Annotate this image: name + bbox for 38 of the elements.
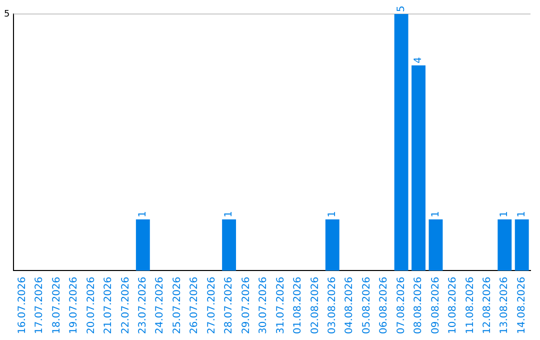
- data-label: 1: [326, 211, 338, 218]
- data-label: 1: [499, 211, 510, 218]
- x-tick-label: 02.08.2026: [310, 276, 321, 334]
- x-tick-label: 23.07.2026: [138, 276, 149, 334]
- data-label: 1: [224, 211, 235, 218]
- x-tick-label: 07.08.2026: [396, 276, 407, 334]
- data-label: 1: [138, 211, 149, 218]
- data-label: 1: [516, 211, 528, 218]
- x-tick-label: 19.07.2026: [68, 276, 80, 334]
- x-tick-label: 22.07.2026: [120, 276, 132, 334]
- x-tick-label: 05.08.2026: [361, 276, 372, 334]
- data-label: 4: [413, 56, 424, 64]
- x-tick-label: 29.07.2026: [240, 276, 252, 334]
- x-tick-label: 18.07.2026: [51, 276, 62, 334]
- x-tick-label: 14.08.2026: [516, 276, 528, 334]
- x-tick-label: 30.07.2026: [258, 276, 270, 334]
- x-tick-label: 12.08.2026: [482, 276, 494, 334]
- x-tick-label: 24.07.2026: [154, 276, 166, 334]
- x-tick-label: 06.08.2026: [378, 276, 390, 334]
- data-label: 1: [430, 211, 442, 218]
- x-tick-label: 03.08.2026: [326, 276, 338, 334]
- x-tick-label: 09.08.2026: [430, 276, 442, 334]
- x-tick-label: 27.07.2026: [206, 276, 218, 334]
- x-tick-label: 20.07.2026: [86, 276, 97, 334]
- x-tick-label: 28.07.2026: [224, 276, 235, 334]
- x-tick-label: 04.08.2026: [344, 276, 356, 334]
- x-tick-label: 26.07.2026: [189, 276, 200, 334]
- x-tick-label: 01.08.2026: [292, 276, 304, 334]
- x-tick-label: 21.07.2026: [103, 276, 114, 334]
- x-tick-label: 17.07.2026: [34, 276, 46, 334]
- x-tick-label: 11.08.2026: [464, 276, 476, 334]
- x-tick-label: 08.08.2026: [413, 276, 424, 334]
- x-tick-label: 10.08.2026: [448, 276, 459, 334]
- x-tick-label: 13.08.2026: [499, 276, 510, 334]
- data-label: 5: [396, 6, 407, 12]
- x-tick-label: 16.07.2026: [16, 276, 28, 334]
- x-tick-label: 31.07.2026: [275, 276, 286, 334]
- x-tick-label: 25.07.2026: [172, 276, 183, 334]
